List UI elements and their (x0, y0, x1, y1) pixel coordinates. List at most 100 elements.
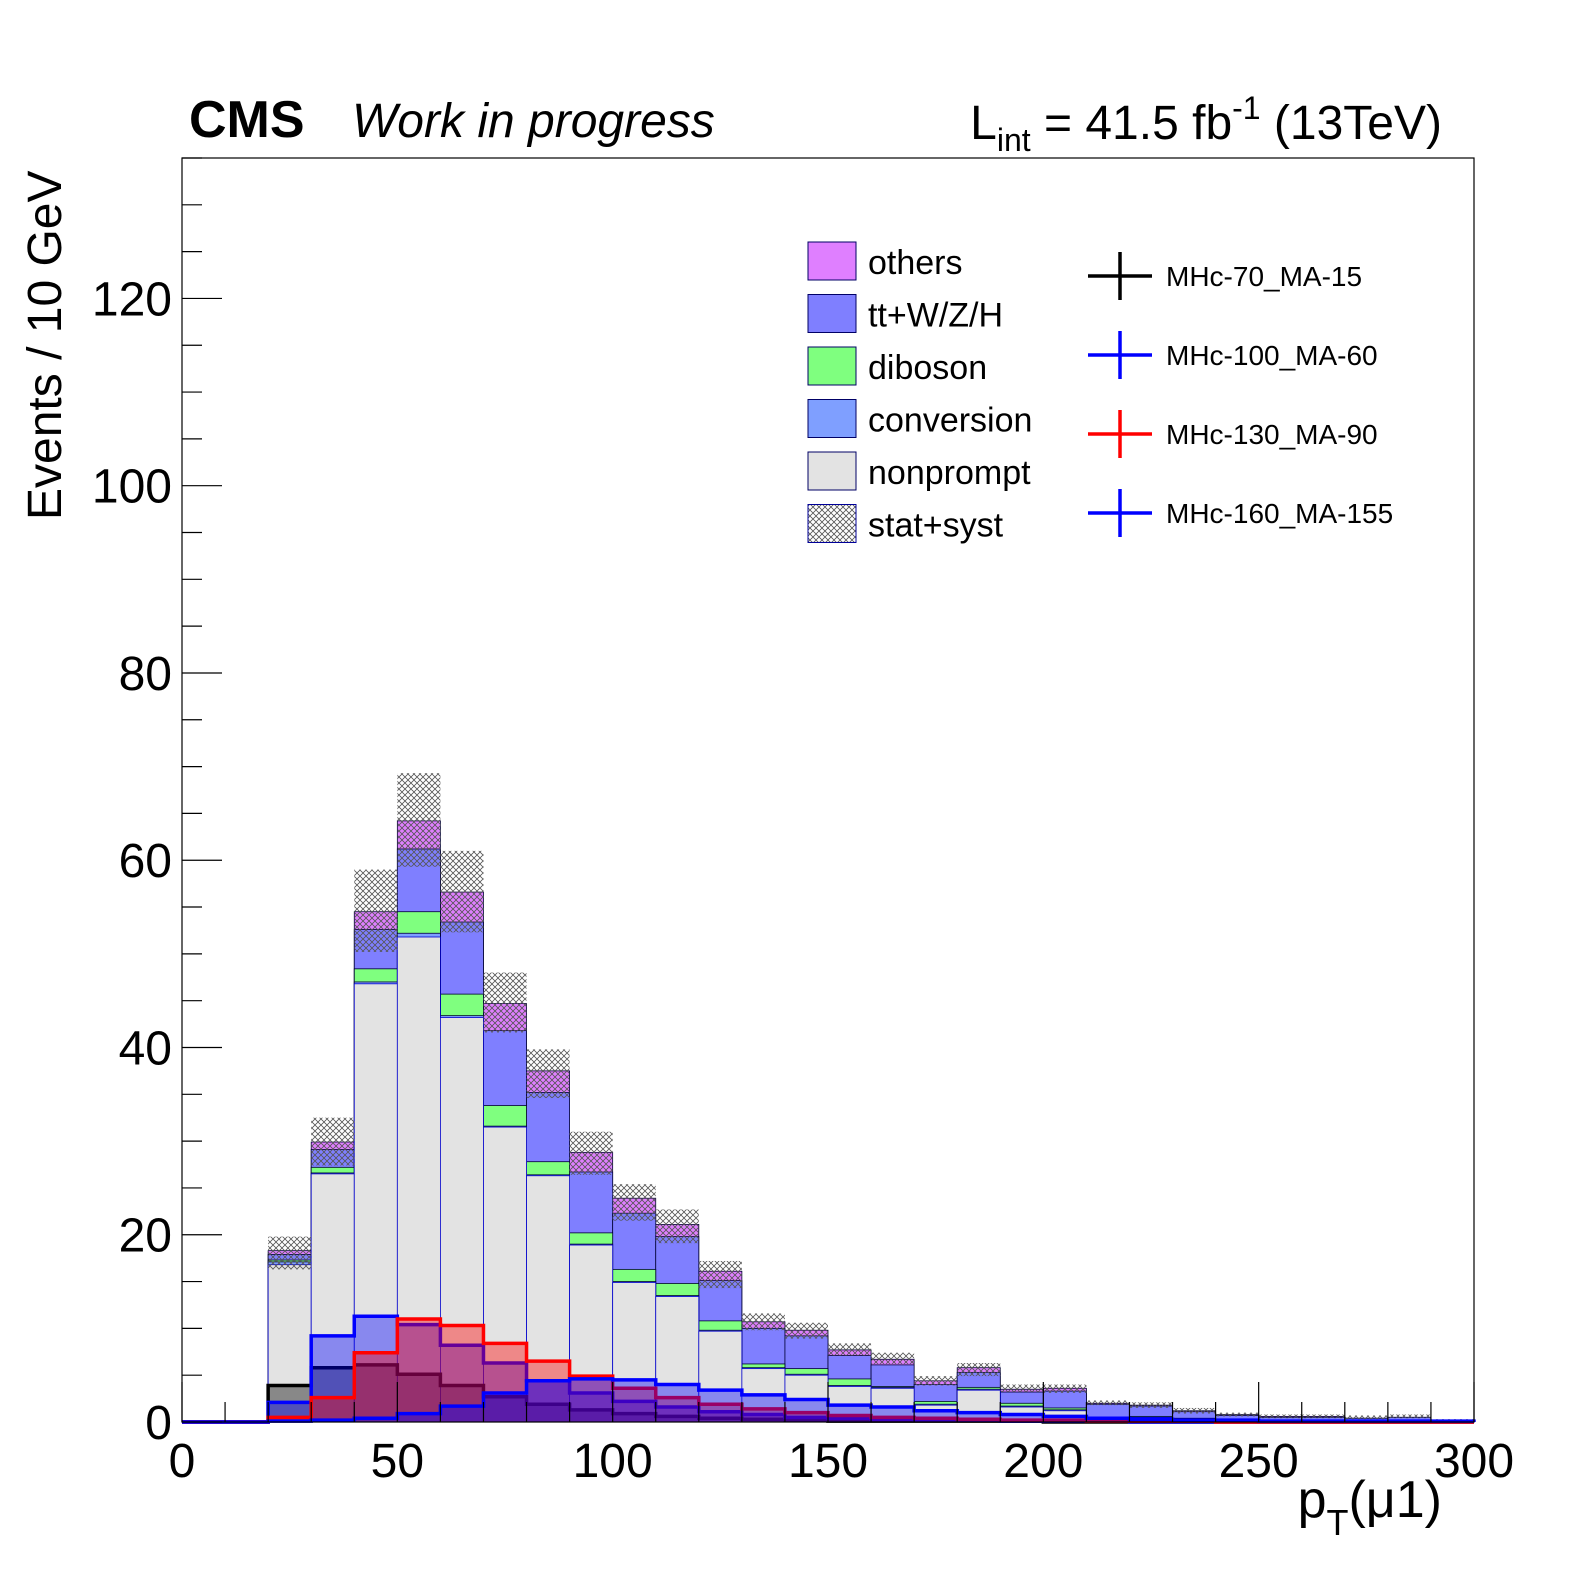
signal-bar (655, 1416, 699, 1422)
uncert-bar (784, 1322, 828, 1339)
signal-bar (483, 1396, 527, 1422)
x-tick-label: 150 (788, 1435, 868, 1488)
signal-bar (655, 1407, 699, 1422)
signal-bar (354, 1316, 398, 1422)
signal-bar (526, 1404, 570, 1422)
signal-bar (828, 1405, 872, 1422)
signal-bar (655, 1397, 699, 1422)
signal-bar (914, 1418, 958, 1422)
uncert-bar (655, 1209, 699, 1244)
legend-label: nonprompt (868, 454, 1031, 492)
lumi-energy: (13TeV) (1260, 97, 1442, 150)
signal-bar (440, 1406, 484, 1422)
uncert-bar (871, 1352, 915, 1364)
signal-bar (311, 1367, 355, 1422)
signal-bar (612, 1413, 656, 1422)
legend-label: MHc-130_MA-90 (1166, 419, 1378, 450)
signal-bar (354, 1418, 398, 1422)
signal-bar (1000, 1414, 1044, 1422)
experiment-label: CMS (189, 91, 305, 149)
signal-bar (741, 1394, 785, 1422)
luminosity-label: Lint = 41.5 fb-1 (13TeV) (970, 90, 1442, 159)
uncert-bar (569, 1131, 613, 1175)
signal-bar (440, 1385, 484, 1422)
y-tick-label: 40 (119, 1022, 172, 1075)
y-tick-label: 20 (119, 1210, 172, 1263)
legend-label: MHc-70_MA-15 (1166, 261, 1362, 292)
uncert-bar (612, 1184, 656, 1221)
uncert-bar (526, 1049, 570, 1099)
signal-bar (871, 1407, 915, 1422)
uncert-bar (741, 1313, 785, 1331)
x-tick-label: 250 (1219, 1435, 1299, 1488)
uncert-bar (1172, 1407, 1216, 1414)
signal-bar (1086, 1418, 1130, 1422)
bg-bar (483, 1126, 527, 1423)
uncert-bar (828, 1343, 872, 1356)
legend-swatch (807, 294, 857, 333)
uncert-bar (1043, 1384, 1087, 1393)
signal-bar (526, 1380, 570, 1422)
lumi-sub: int (996, 122, 1031, 158)
signal-bar (655, 1384, 699, 1422)
signal-bar (741, 1408, 785, 1422)
bg-bar (698, 1330, 743, 1423)
signal-bar (526, 1380, 570, 1422)
uncert-bar (698, 1260, 742, 1289)
x-tick-label: 300 (1434, 1435, 1514, 1488)
signal-bar (741, 1414, 785, 1422)
y-tick-label: 0 (145, 1397, 172, 1450)
x-tick-label: 50 (371, 1435, 424, 1488)
signal-bar (871, 1417, 915, 1422)
uncert-bar (268, 1236, 312, 1270)
signal-bar (1043, 1416, 1087, 1422)
legend-label: tt+W/Z/H (868, 297, 1003, 335)
legend-swatch (807, 346, 857, 386)
lumi-value: = 41.5 fb (1030, 97, 1233, 150)
y-tick-label: 60 (119, 835, 172, 888)
y-axis-ticks: 0 20 40 60 80 100 120 (92, 157, 222, 1450)
signal-bar (440, 1345, 484, 1422)
bg-bar (396, 936, 441, 1423)
signal-bar (957, 1412, 1001, 1422)
signal-bar (311, 1335, 355, 1422)
signal-bar (569, 1376, 613, 1422)
signal-bar (612, 1379, 656, 1422)
x-axis-sub: T (1326, 1502, 1349, 1543)
legend-label: MHc-160_MA-155 (1166, 498, 1393, 529)
signal-bar (354, 1352, 398, 1422)
x-tick-label: 0 (169, 1435, 196, 1488)
uncert-bar (1086, 1400, 1130, 1406)
bg-bar (612, 1282, 657, 1423)
legend-label: diboson (868, 349, 987, 387)
y-tick-label: 100 (92, 461, 172, 514)
uncert-bar (1258, 1414, 1302, 1419)
bg-bar (655, 1296, 700, 1423)
signal-bar (569, 1392, 613, 1422)
signal-bar (914, 1410, 958, 1422)
signal-bar (354, 1364, 398, 1422)
x-axis-ticks: 0 50 100 150 200 250 300 (169, 1382, 1514, 1488)
y-tick-label: 120 (92, 273, 172, 326)
lumi-sup: -1 (1232, 90, 1261, 126)
uncert-bar (1387, 1414, 1431, 1419)
legend: others tt+W/Z/H diboson conversion nonprompt… (807, 241, 1393, 545)
uncert-bar (1344, 1415, 1388, 1420)
signal-bar (828, 1418, 872, 1422)
signal-bar (698, 1418, 742, 1422)
signal-bar (612, 1388, 656, 1422)
signal-bar (828, 1415, 872, 1422)
bg-bar (956, 1389, 1001, 1423)
signal-bar (784, 1417, 828, 1422)
legend-label: stat+syst (868, 507, 1004, 545)
uncert-bar (1129, 1402, 1173, 1408)
uncert-bar (354, 869, 398, 952)
uncert-bar (957, 1363, 1001, 1377)
uncert-bar (397, 773, 441, 867)
signal-bar (784, 1412, 828, 1422)
signal-bar (698, 1390, 742, 1422)
signal-bar (526, 1361, 570, 1422)
signal-bar (483, 1392, 527, 1422)
bg-bar (439, 1017, 484, 1423)
